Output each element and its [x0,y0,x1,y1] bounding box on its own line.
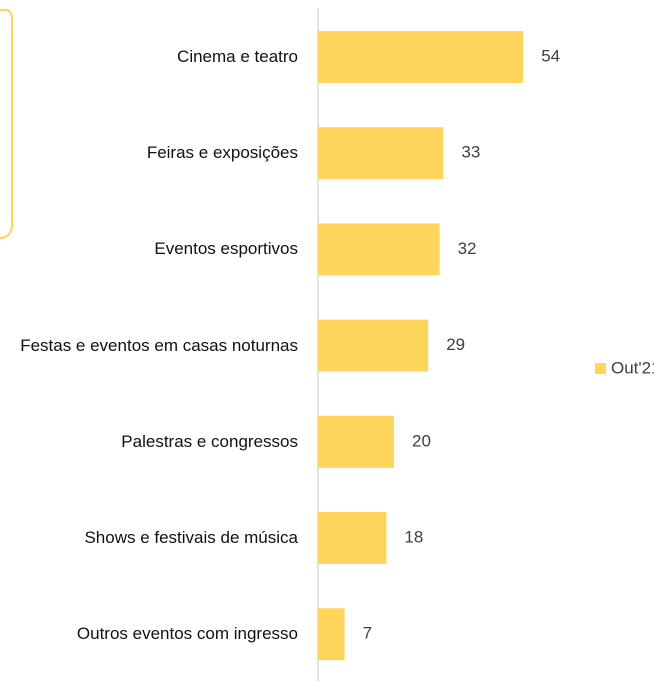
category-label: Cinema e teatro [177,47,298,66]
category-label: Eventos esportivos [154,239,298,259]
category-label: Palestras e congressos [121,431,298,451]
category-label: Feiras e exposições [146,143,298,163]
bar [318,31,524,83]
data-label: 29 [446,335,465,354]
data-label: 32 [458,239,477,258]
bar [318,223,440,276]
data-label: 18 [404,527,423,546]
legend-swatch [595,363,606,374]
bar [318,608,345,661]
bar [318,512,387,564]
data-label: 7 [363,624,372,643]
legend-label: Out'21 [611,358,654,377]
bar [318,319,429,372]
category-label: Shows e festivais de música [84,528,298,547]
decor-border [0,9,13,239]
bar [318,415,394,468]
data-label: 20 [412,431,431,450]
bar [318,127,444,180]
category-label: Outros eventos com ingresso [76,624,298,644]
data-label: 33 [461,143,480,162]
category-label: Festas e eventos em casas noturnas [20,335,298,355]
data-label: 54 [541,46,560,65]
